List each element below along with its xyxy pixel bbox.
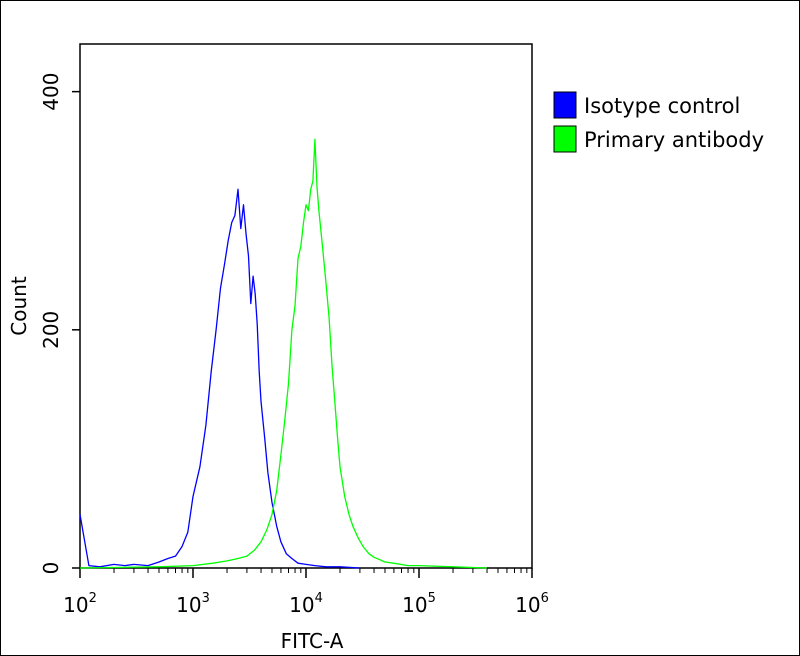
plot-area	[79, 43, 533, 569]
y-tick-label: 400	[39, 73, 63, 111]
y-axis-ticks: 0 200 400	[39, 73, 80, 575]
plot-border	[79, 43, 533, 569]
x-tick-label: 103	[176, 591, 210, 617]
series-line-isotype	[79, 188, 360, 569]
x-axis-label: FITC-A	[281, 629, 344, 653]
x-tick-label: 106	[515, 591, 549, 617]
y-axis-label: Count	[7, 276, 31, 336]
y-tick-label: 0	[39, 562, 63, 575]
x-tick-base: 10	[63, 593, 88, 617]
x-tick-exponent: 4	[315, 591, 323, 606]
series-group	[79, 138, 488, 569]
series-line-primary	[79, 138, 488, 569]
legend-label: Isotype control	[584, 94, 740, 118]
x-tick-base: 10	[402, 593, 427, 617]
x-axis-ticks: 102 103 104 105 106	[63, 568, 549, 617]
x-tick-exponent: 2	[89, 591, 97, 606]
legend-swatch	[553, 91, 577, 119]
legend-swatch	[553, 125, 577, 153]
x-tick-base: 10	[176, 593, 201, 617]
x-tick-base: 10	[289, 593, 314, 617]
x-tick-exponent: 3	[202, 591, 210, 606]
x-tick-base: 10	[515, 593, 540, 617]
y-tick-label: 200	[39, 311, 63, 349]
x-tick-exponent: 5	[428, 591, 436, 606]
x-tick-exponent: 6	[541, 591, 549, 606]
legend: Isotype control Primary antibody	[553, 91, 764, 153]
x-tick-label: 105	[402, 591, 436, 617]
legend-label: Primary antibody	[584, 128, 764, 152]
x-tick-label: 104	[289, 591, 323, 617]
x-tick-label: 102	[63, 591, 97, 617]
